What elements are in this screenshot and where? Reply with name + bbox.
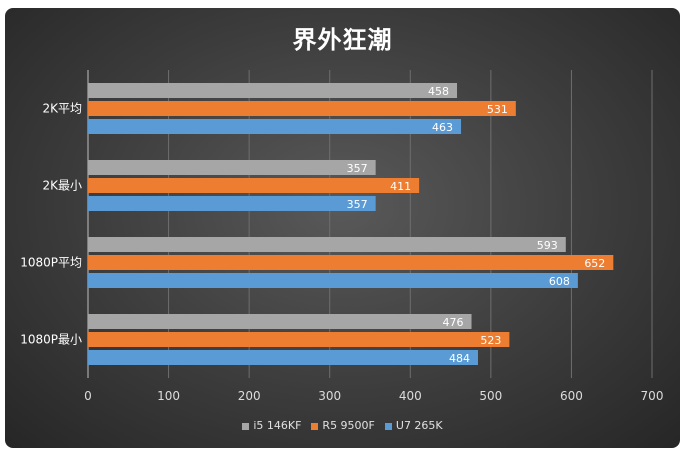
legend-label: i5 146KF	[253, 419, 302, 432]
legend-item: i5 146KF	[242, 419, 301, 432]
legend-item: R5 9500F	[311, 419, 375, 432]
data-label: 476	[443, 316, 464, 329]
bar	[88, 314, 472, 329]
bar	[88, 237, 566, 252]
data-label: 463	[432, 121, 453, 134]
category-label: 1080P最小	[20, 333, 82, 347]
legend-swatch	[311, 422, 319, 430]
chart-background	[5, 8, 680, 448]
category-label: 1080P平均	[20, 256, 82, 270]
x-tick-label: 200	[238, 389, 261, 403]
data-label: 531	[487, 103, 508, 116]
bar	[88, 160, 376, 175]
legend: i5 146KF R5 9500F U7 265K	[0, 419, 685, 432]
chart-title: 界外狂潮	[292, 26, 393, 54]
data-label: 593	[537, 239, 558, 252]
x-tick-label: 400	[399, 389, 422, 403]
legend-label: U7 265K	[395, 419, 443, 432]
x-tick-label: 500	[479, 389, 502, 403]
category-label: 2K最小	[42, 179, 82, 193]
data-label: 484	[449, 352, 470, 365]
bar	[88, 178, 420, 193]
bar	[88, 273, 578, 288]
bar	[88, 83, 458, 98]
bar	[88, 101, 516, 116]
data-label: 608	[549, 275, 570, 288]
x-tick-label: 700	[641, 389, 664, 403]
data-label: 357	[347, 198, 368, 211]
data-label: 411	[390, 180, 411, 193]
legend-swatch	[384, 422, 392, 430]
x-tick-label: 600	[560, 389, 583, 403]
data-label: 652	[584, 257, 605, 270]
data-label: 523	[480, 334, 501, 347]
bar	[88, 332, 510, 347]
x-tick-label: 100	[157, 389, 180, 403]
x-tick-label: 300	[318, 389, 341, 403]
bar	[88, 196, 376, 211]
data-label: 357	[347, 162, 368, 175]
legend-item: U7 265K	[384, 419, 443, 432]
legend-label: R5 9500F	[322, 419, 375, 432]
category-label: 2K平均	[42, 102, 82, 116]
bar	[88, 119, 462, 134]
data-label: 458	[428, 85, 449, 98]
bar	[88, 255, 614, 270]
x-tick-label: 0	[84, 389, 92, 403]
bar	[88, 350, 478, 365]
legend-swatch	[242, 422, 250, 430]
